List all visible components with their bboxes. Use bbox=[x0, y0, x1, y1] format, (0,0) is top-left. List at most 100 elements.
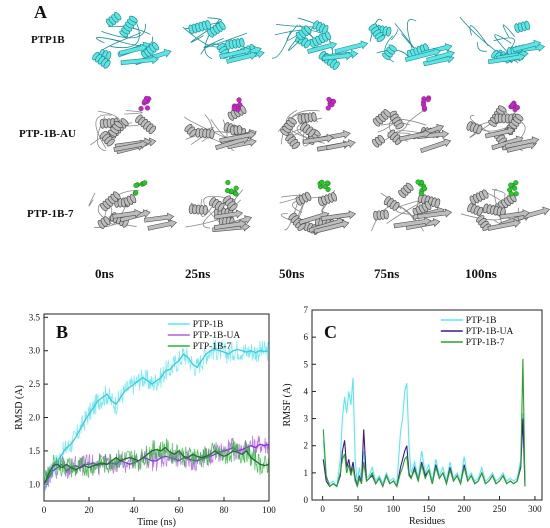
x-tick-label: 0 bbox=[320, 504, 325, 514]
helix-turn bbox=[322, 24, 329, 35]
legend-label: PTP-1B bbox=[193, 320, 224, 330]
helix-turn bbox=[514, 113, 524, 121]
y-tick-label: 1 bbox=[304, 468, 309, 478]
plot-area bbox=[44, 339, 269, 492]
beta-arrow bbox=[313, 219, 350, 234]
y-tick-label: 6 bbox=[304, 332, 309, 342]
beta-strand bbox=[313, 219, 350, 234]
beta-strand bbox=[113, 139, 148, 152]
alpha-helix bbox=[312, 20, 329, 35]
beta-strand bbox=[393, 216, 432, 229]
beta-strand bbox=[213, 219, 247, 230]
alpha-helix bbox=[372, 134, 385, 148]
beta-strand bbox=[412, 123, 445, 140]
coil-loop bbox=[380, 192, 415, 227]
alpha-helix bbox=[230, 125, 243, 136]
coil-loop bbox=[469, 25, 489, 47]
helix-turn bbox=[217, 202, 225, 212]
beta-strand bbox=[320, 210, 357, 221]
alpha-helix bbox=[299, 122, 316, 138]
x-tick-label: 300 bbox=[528, 504, 542, 514]
ligand-atom bbox=[514, 104, 521, 111]
beta-strand bbox=[491, 135, 524, 151]
y-tick-label: 3.5 bbox=[29, 312, 41, 322]
beta-arrow bbox=[213, 209, 244, 220]
coil-loop bbox=[406, 110, 424, 126]
beta-arrow bbox=[143, 212, 175, 223]
beta-strand bbox=[517, 206, 550, 221]
helix-turn bbox=[129, 194, 137, 204]
alpha-helix bbox=[309, 30, 332, 49]
helix-turn bbox=[308, 128, 316, 138]
helix-turn bbox=[229, 203, 238, 212]
helix-turn bbox=[383, 109, 391, 118]
beta-strand bbox=[326, 139, 356, 151]
y-tick-label: 3.0 bbox=[29, 346, 41, 356]
alpha-helix bbox=[97, 216, 111, 229]
ligand-atom bbox=[513, 180, 519, 186]
helix-turn bbox=[376, 34, 386, 43]
ligand-molecule bbox=[415, 179, 428, 196]
time-label: 50ns bbox=[279, 266, 305, 281]
beta-strand bbox=[404, 47, 441, 62]
alpha-helix bbox=[208, 197, 225, 212]
alpha-helix bbox=[285, 133, 301, 150]
beta-arrow bbox=[113, 139, 148, 152]
time-label: 25ns bbox=[185, 266, 211, 281]
ligand-atom bbox=[233, 185, 239, 191]
helix-turn bbox=[476, 124, 483, 135]
beta-strand bbox=[143, 212, 175, 223]
beta-strand bbox=[219, 130, 257, 143]
beta-arrow bbox=[512, 39, 542, 53]
legend-label: PTP-1B bbox=[466, 316, 497, 326]
y-axis-label: RMSD (A) bbox=[14, 385, 25, 430]
ligand-atom bbox=[236, 97, 242, 103]
beta-arrow bbox=[118, 43, 148, 56]
x-tick-label: 200 bbox=[457, 504, 471, 514]
alpha-helix bbox=[469, 189, 489, 205]
x-axis-label: Residues bbox=[409, 516, 445, 527]
protein-structure bbox=[372, 95, 452, 154]
coil-loop bbox=[491, 189, 506, 197]
ligand-atom bbox=[508, 191, 514, 197]
plot-area bbox=[322, 358, 526, 489]
coil-loop bbox=[406, 19, 417, 49]
beta-strand bbox=[219, 46, 252, 59]
beta-strand bbox=[512, 39, 542, 53]
ligand-atom bbox=[421, 105, 427, 111]
beta-arrow bbox=[404, 47, 441, 62]
ligand-molecule bbox=[507, 180, 519, 197]
alpha-helix bbox=[195, 127, 215, 139]
protein-structure bbox=[92, 12, 172, 69]
helix-turn bbox=[405, 182, 414, 191]
beta-strand bbox=[213, 209, 244, 220]
alpha-helix bbox=[98, 48, 112, 61]
alpha-helix bbox=[92, 51, 111, 69]
helix-turn bbox=[311, 111, 317, 122]
beta-strand bbox=[120, 55, 159, 66]
x-tick-label: 100 bbox=[387, 504, 401, 514]
alpha-helix bbox=[280, 117, 297, 136]
coil-loop bbox=[95, 114, 112, 149]
plot-frame bbox=[311, 309, 543, 501]
alpha-helix bbox=[373, 209, 389, 221]
protein-structure bbox=[277, 96, 356, 152]
coil-loop bbox=[391, 29, 398, 41]
legend-label: PTP-1B-7 bbox=[466, 338, 505, 348]
alpha-helix bbox=[372, 109, 391, 127]
helix-turn bbox=[148, 125, 157, 134]
coil-loop bbox=[477, 42, 488, 52]
alpha-helix bbox=[467, 202, 483, 217]
x-tick-label: 150 bbox=[422, 504, 436, 514]
helix-turn bbox=[291, 141, 301, 150]
ligand-atom bbox=[513, 191, 519, 197]
helix-turn bbox=[237, 125, 243, 135]
protein-structure bbox=[460, 180, 550, 231]
beta-strand bbox=[426, 49, 456, 63]
helix-turn bbox=[202, 205, 208, 215]
ligand-atom bbox=[233, 191, 239, 197]
alpha-helix bbox=[135, 114, 157, 134]
ligand-molecule bbox=[224, 179, 239, 197]
ligand-atom bbox=[512, 185, 518, 191]
ligand-atom bbox=[415, 179, 421, 185]
